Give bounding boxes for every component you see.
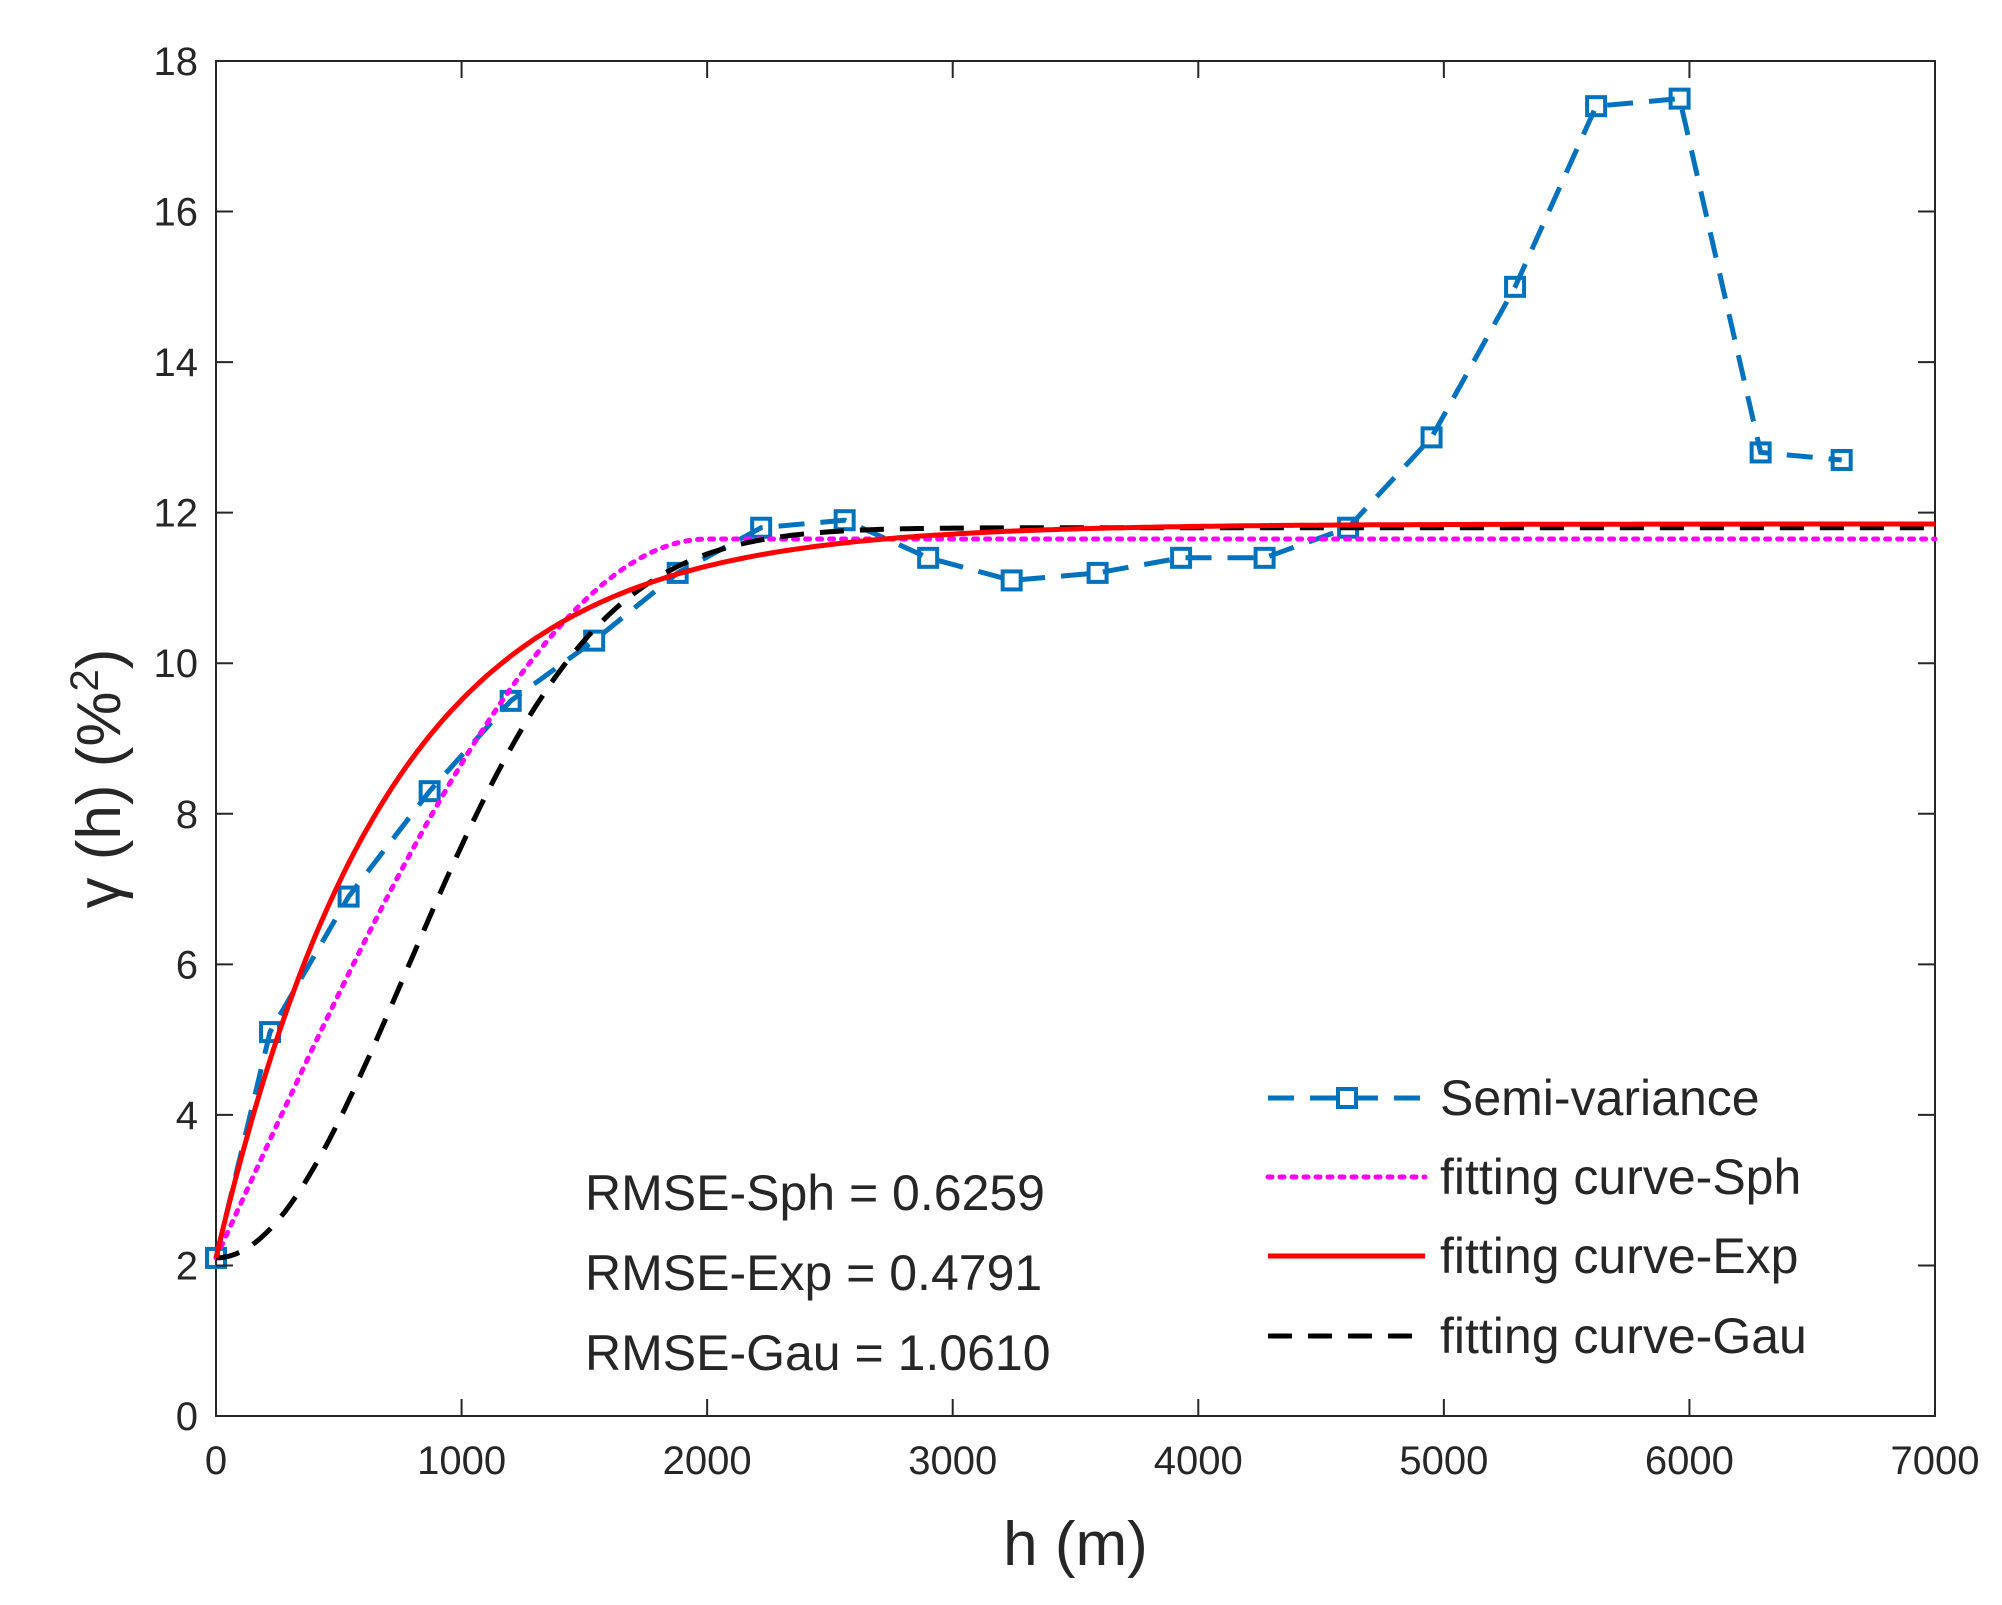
y-axis-title: γ (h) (%2) [63,649,134,909]
legend-marker-semi-variance [1336,1087,1358,1109]
series-line-fitting-curve-exp [213,521,1935,1259]
semi-variance-point [1420,426,1443,449]
y-tick-label: 8 [176,793,198,837]
y-tick-label: 0 [176,1395,198,1439]
semi-variance-point [418,780,441,803]
semi-variance-point [1253,546,1276,569]
y-tick-label: 10 [154,642,199,686]
x-tick-label: 4000 [1154,1439,1243,1483]
y-tick-label: 6 [176,943,198,987]
x-tick-label: 3000 [908,1439,997,1483]
semi-variance-point [1749,441,1772,464]
legend-label-exp: fitting curve-Exp [1440,1228,1798,1284]
x-tick-label: 7000 [1891,1439,1980,1483]
y-tick-label: 2 [176,1244,198,1288]
rmse-sph-annotation: RMSE-Sph = 0.6259 [585,1165,1045,1221]
y-axis: 0 2 4 6 8 10 12 14 16 18 [154,40,1935,1439]
y-tick-label: 14 [154,341,199,385]
x-tick-label: 1000 [417,1439,506,1483]
legend-label-sph: fitting curve-Sph [1440,1149,1801,1205]
y-axis-title-close: ) [65,649,134,670]
y-tick-label: 16 [154,191,199,235]
x-tick-label: 6000 [1645,1439,1734,1483]
legend: Semi-variance fitting curve-Sph fitting … [1265,1070,1807,1364]
legend-label-gau: fitting curve-Gau [1440,1308,1807,1364]
plot-area [215,60,1936,1417]
x-tick-label: 2000 [663,1439,752,1483]
rmse-annotations: RMSE-Sph = 0.6259 RMSE-Exp = 0.4791 RMSE… [585,1165,1051,1381]
semi-variance-point [1668,87,1691,110]
semi-variance-point [1086,561,1109,584]
semi-variance-point [1830,448,1853,471]
y-axis-title-base: γ (h) (% [65,691,134,908]
semi-variance-point [337,885,360,908]
legend-entry-semi-variance: Semi-variance [1268,1070,1760,1126]
x-tick-label: 5000 [1399,1439,1488,1483]
x-tick-label: 0 [205,1439,227,1483]
legend-entry-exp: fitting curve-Exp [1268,1228,1798,1284]
y-tick-label: 18 [154,40,199,84]
semi-variance-point [1000,569,1023,592]
y-tick-label: 4 [176,1094,198,1138]
semi-variance-point [1585,95,1608,118]
rmse-gau-annotation: RMSE-Gau = 1.0610 [585,1325,1051,1381]
y-tick-label: 12 [154,492,199,536]
semi-variance-point [1170,546,1193,569]
semi-variance-point [917,546,940,569]
legend-label-semi-variance: Semi-variance [1440,1070,1760,1126]
x-axis: 0 1000 2000 3000 4000 5000 6000 7000 [205,61,1980,1483]
y-axis-title-superscript: 2 [63,669,107,691]
semi-variance-point [1504,275,1527,298]
legend-entry-gau: fitting curve-Gau [1268,1308,1807,1364]
x-axis-title: h (m) [1003,1510,1148,1579]
series-line-fitting-curve-sph [213,536,1938,1261]
series-layer [205,87,1938,1269]
legend-entry-sph: fitting curve-Sph [1265,1149,1801,1205]
rmse-exp-annotation: RMSE-Exp = 0.4791 [585,1245,1042,1301]
series-line-semi-variance [213,95,1842,1259]
semi-variance-point [833,509,856,532]
